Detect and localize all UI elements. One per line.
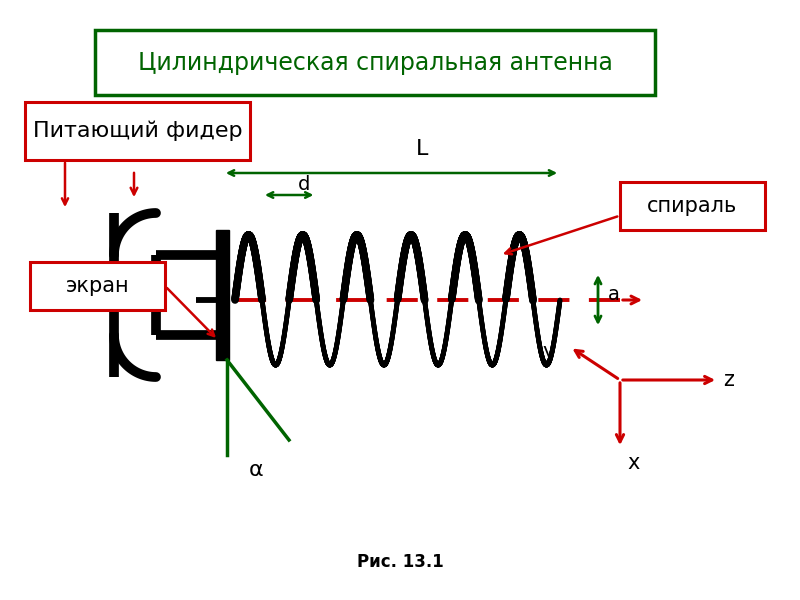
Text: Питающий фидер: Питающий фидер	[33, 121, 242, 141]
Text: x: x	[627, 453, 639, 473]
Text: L: L	[416, 139, 429, 159]
Bar	[620, 182, 765, 230]
Text: d: d	[298, 175, 310, 194]
Bar	[30, 262, 165, 310]
Bar	[216, 230, 229, 360]
Text: экран: экран	[66, 276, 130, 296]
Bar	[25, 102, 250, 160]
Text: y: y	[542, 342, 555, 362]
Text: Рис. 13.1: Рис. 13.1	[357, 553, 443, 571]
Bar	[95, 30, 655, 95]
Text: α: α	[249, 460, 264, 480]
Text: Цилиндрическая спиральная антенна: Цилиндрическая спиральная антенна	[138, 51, 613, 75]
Text: a: a	[608, 286, 620, 304]
Text: z: z	[723, 370, 734, 390]
Text: спираль: спираль	[647, 196, 738, 216]
